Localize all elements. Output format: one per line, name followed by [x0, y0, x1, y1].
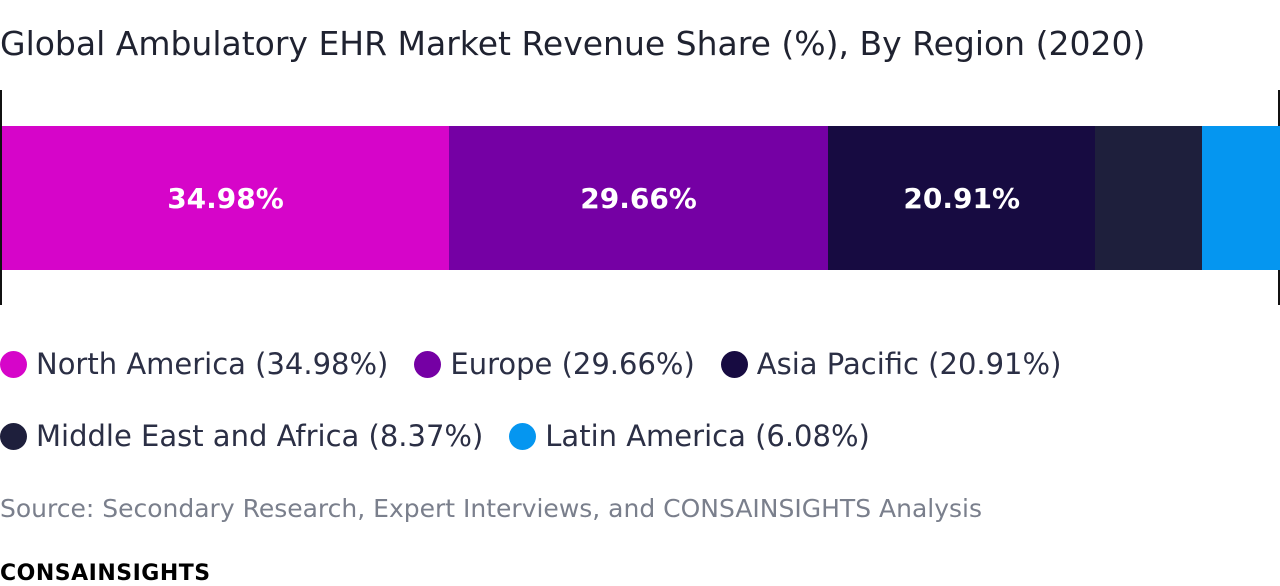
legend-swatch-icon [0, 350, 27, 378]
legend-item: Latin America (6.08%) [509, 419, 870, 453]
legend-item: North America (34.98%) [0, 347, 388, 381]
legend-swatch-icon [720, 350, 748, 378]
legend-label: North America (34.98%) [36, 347, 389, 381]
bar-data-label: 34.98% [167, 181, 284, 215]
legend-swatch-icon [509, 422, 537, 450]
bar-segment-asia-pacific: 20.91% [828, 126, 1096, 270]
legend-row: Middle East and Africa (8.37%) Latin Amer… [0, 414, 1280, 458]
bar-segment-north-america: 34.98% [2, 126, 450, 270]
legend-label: Latin America (6.08%) [545, 419, 870, 453]
legend-item: Europe (29.66%) [414, 347, 695, 381]
bar-data-label: 29.66% [580, 181, 697, 215]
legend-label: Europe (29.66%) [450, 347, 695, 381]
legend-row: North America (34.98%) Europe (29.66%) Asi… [0, 342, 1280, 386]
legend-swatch-icon [414, 350, 442, 378]
left-axis-line [0, 90, 2, 305]
legend-item: Asia Pacific (20.91%) [720, 347, 1062, 381]
legend-swatch-icon [0, 422, 27, 450]
bar-data-label: 20.91% [903, 181, 1021, 215]
brand-logo-text: CONSAINSIGHTS [0, 561, 211, 586]
legend-label: Asia Pacific (20.91%) [756, 347, 1062, 381]
bar-segment-latin-america [1202, 126, 1280, 270]
stacked-bar: 34.98% 29.66% 20.91% [2, 126, 1280, 270]
bar-segment-europe: 29.66% [449, 126, 829, 270]
legend: North America (34.98%) Europe (29.66%) Asi… [0, 342, 1280, 486]
legend-item: Middle East and Africa (8.37%) [0, 419, 483, 453]
legend-label: Middle East and Africa (8.37%) [36, 419, 484, 453]
bar-segment-middle-east-and-africa [1095, 126, 1203, 270]
source-note: Source: Secondary Research, Expert Inter… [0, 494, 983, 523]
chart-title: Global Ambulatory EHR Market Revenue Sha… [0, 24, 1146, 63]
